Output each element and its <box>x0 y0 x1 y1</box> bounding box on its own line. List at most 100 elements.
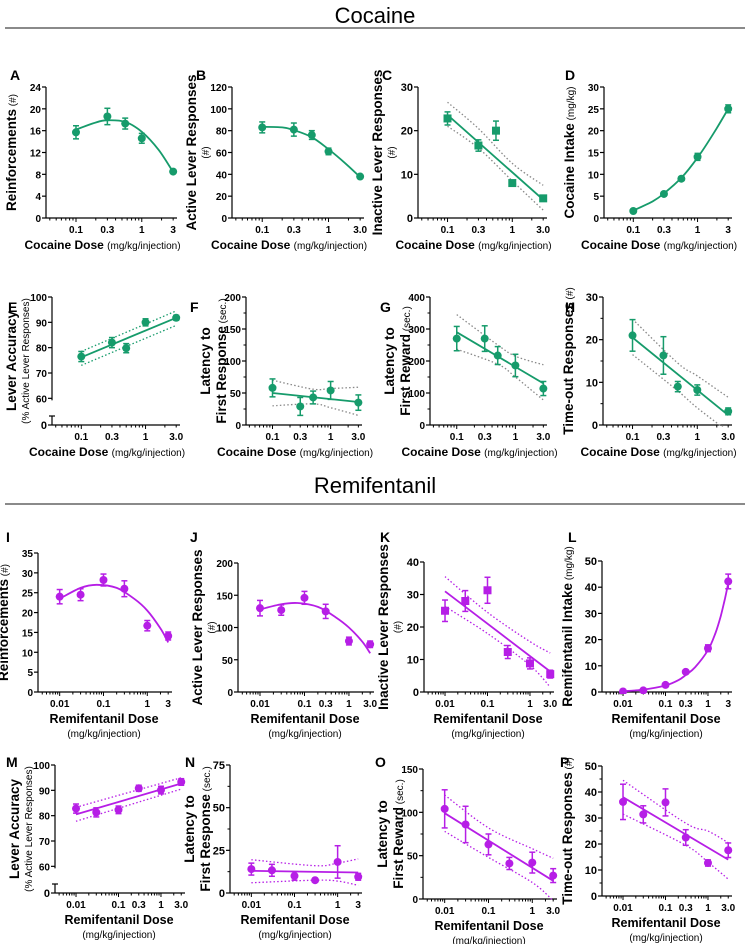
x-axis-label: Cocaine Dose (mg/kg/injection) <box>211 238 367 252</box>
y-axis-label-main: Lever Accuracy <box>4 310 19 411</box>
y-axis-label: Reinforcements (#) <box>0 564 11 681</box>
panel-a: A 0 4 8 12 16 20 24 0.1 0.3 1 3 Cocaine Dose (mg/kg/… <box>4 67 181 252</box>
x-tick-label: 0.01 <box>50 699 70 710</box>
x-tick-label: 3.0 <box>169 432 183 443</box>
x-axis-label: Cocaine Dose (mg/kg/injection) <box>580 445 736 459</box>
x-axis-label-unit: (mg/kg/injection) <box>664 241 737 252</box>
y-tick-label: 15 <box>22 628 34 639</box>
x-axis-label-main: Cocaine Dose <box>211 238 294 252</box>
y-tick-label: 10 <box>588 170 600 181</box>
y-axis-label-main: Active Lever Responses <box>184 74 199 230</box>
x-axis-label-main: Cocaine Dose <box>401 445 484 459</box>
data-point <box>493 351 502 360</box>
panel-h: H 0 10 20 30 0.1 0.3 1 3.0 Cocaine Dose (mg/kg/in… <box>561 287 737 459</box>
panel-letter: N <box>185 754 195 770</box>
plot-area <box>443 101 548 211</box>
x-axis-unit: (mg/kg/injection) <box>629 933 702 944</box>
y-tick-label: 20 <box>585 839 597 851</box>
y-axis-unit: (#) <box>207 621 218 633</box>
data-point <box>724 577 733 586</box>
y-tick-label: 40 <box>585 582 597 594</box>
data-point <box>172 313 181 322</box>
data-point <box>321 607 330 616</box>
y-axis-label-main: Reinforcements <box>0 579 11 681</box>
data-point <box>92 808 101 817</box>
y-tick-label: 60 <box>216 149 228 160</box>
section-divider-remifentanil <box>5 503 745 505</box>
y-axis-label-main: First Response <box>214 326 229 424</box>
section-divider-cocaine <box>5 27 745 29</box>
data-point <box>693 386 702 395</box>
y-tick-label: 0 <box>35 214 41 225</box>
y-tick-label: 10 <box>585 661 597 673</box>
y-axis-label-line2: First Response (sec.) <box>198 766 213 891</box>
ci-upper-band <box>447 101 544 186</box>
data-point <box>169 167 178 176</box>
panel-letter: O <box>375 754 386 770</box>
y-tick-label: 30 <box>401 82 413 94</box>
y-axis-label-main: Time-out Responses <box>560 772 575 905</box>
y-tick-label: 30 <box>22 569 34 580</box>
y-tick-label: 100 <box>401 808 418 819</box>
y-tick-label: 100 <box>224 357 241 368</box>
y-tick-label: 50 <box>407 852 419 863</box>
y-axis-label-main: Time-out Responses <box>561 302 576 435</box>
x-axis-label: Cocaine Dose (mg/kg/injection) <box>29 445 185 459</box>
x-tick-label: 0.1 <box>74 432 88 443</box>
regression-line <box>631 336 729 416</box>
y-tick-label: 0 <box>221 214 227 225</box>
x-axis-label-unit: (mg/kg/injection) <box>294 241 367 252</box>
panel-g: G 0 100 200 300 400 0.1 0.3 1 3.0 Cocaine Dose (mg… <box>380 293 558 459</box>
x-tick-label: 3 <box>725 225 731 236</box>
y-tick-label: 0 <box>592 420 598 432</box>
section-title-remifentanil: Remifentanil <box>313 473 437 498</box>
y-axis-label-line2: First Response (sec.) <box>214 298 229 423</box>
y-axis-label-unit: (#) <box>0 564 11 579</box>
y-axis-label-unit: (#) <box>565 287 576 302</box>
data-point <box>333 857 342 866</box>
x-tick-label: 0.3 <box>471 225 485 236</box>
x-tick-label: 0.01 <box>435 699 455 710</box>
panel-letter: C <box>382 67 392 83</box>
data-point <box>681 833 690 842</box>
y-tick-label: 100 <box>30 293 47 304</box>
data-point <box>326 386 335 395</box>
x-tick-label: 1 <box>510 225 516 236</box>
data-point <box>107 338 116 347</box>
x-tick-label: 0.01 <box>66 900 86 911</box>
regression-line <box>444 812 554 882</box>
y-axis-label: Cocaine Intake (mg/kg) <box>562 87 577 219</box>
ci-lower-band <box>447 125 544 211</box>
panel-letter: B <box>196 67 206 83</box>
x-tick-label: 0.1 <box>112 900 126 911</box>
y-tick-label: 20 <box>588 127 600 138</box>
regression-line <box>446 114 544 201</box>
y-tick-label: 12 <box>30 149 42 160</box>
x-axis-label: Remifentanil Dose <box>64 913 173 927</box>
data-point <box>474 141 483 150</box>
data-point <box>122 344 131 353</box>
x-tick-label: 1 <box>346 699 352 710</box>
x-tick-label: 0.1 <box>298 699 312 710</box>
x-tick-label: 0.3 <box>657 225 671 236</box>
y-tick-label: 100 <box>216 624 233 635</box>
y-tick-label: 30 <box>585 813 597 825</box>
y-tick-label: 35 <box>22 549 34 560</box>
data-point <box>661 680 670 689</box>
x-axis-label-main: Cocaine Dose <box>580 445 663 459</box>
y-tick-label: 0 <box>593 214 599 225</box>
plot-area <box>628 318 733 427</box>
x-tick-label: 1 <box>527 699 533 710</box>
panel-n: N 0 25 50 75 0.01 0.1 1 3 Remifentanil Dose (mg/kg… <box>182 754 363 941</box>
data-point <box>661 798 670 807</box>
data-point <box>461 597 470 605</box>
regression-line <box>444 590 551 673</box>
data-point <box>525 659 534 668</box>
x-axis-unit: (mg/kg/injection) <box>629 729 702 740</box>
y-axis-unit: (#) <box>393 621 404 633</box>
y-tick-label: 80 <box>39 812 51 823</box>
x-tick-label: 0.3 <box>319 699 333 710</box>
panel-letter: D <box>565 67 575 83</box>
x-tick-label: 1 <box>513 432 519 443</box>
